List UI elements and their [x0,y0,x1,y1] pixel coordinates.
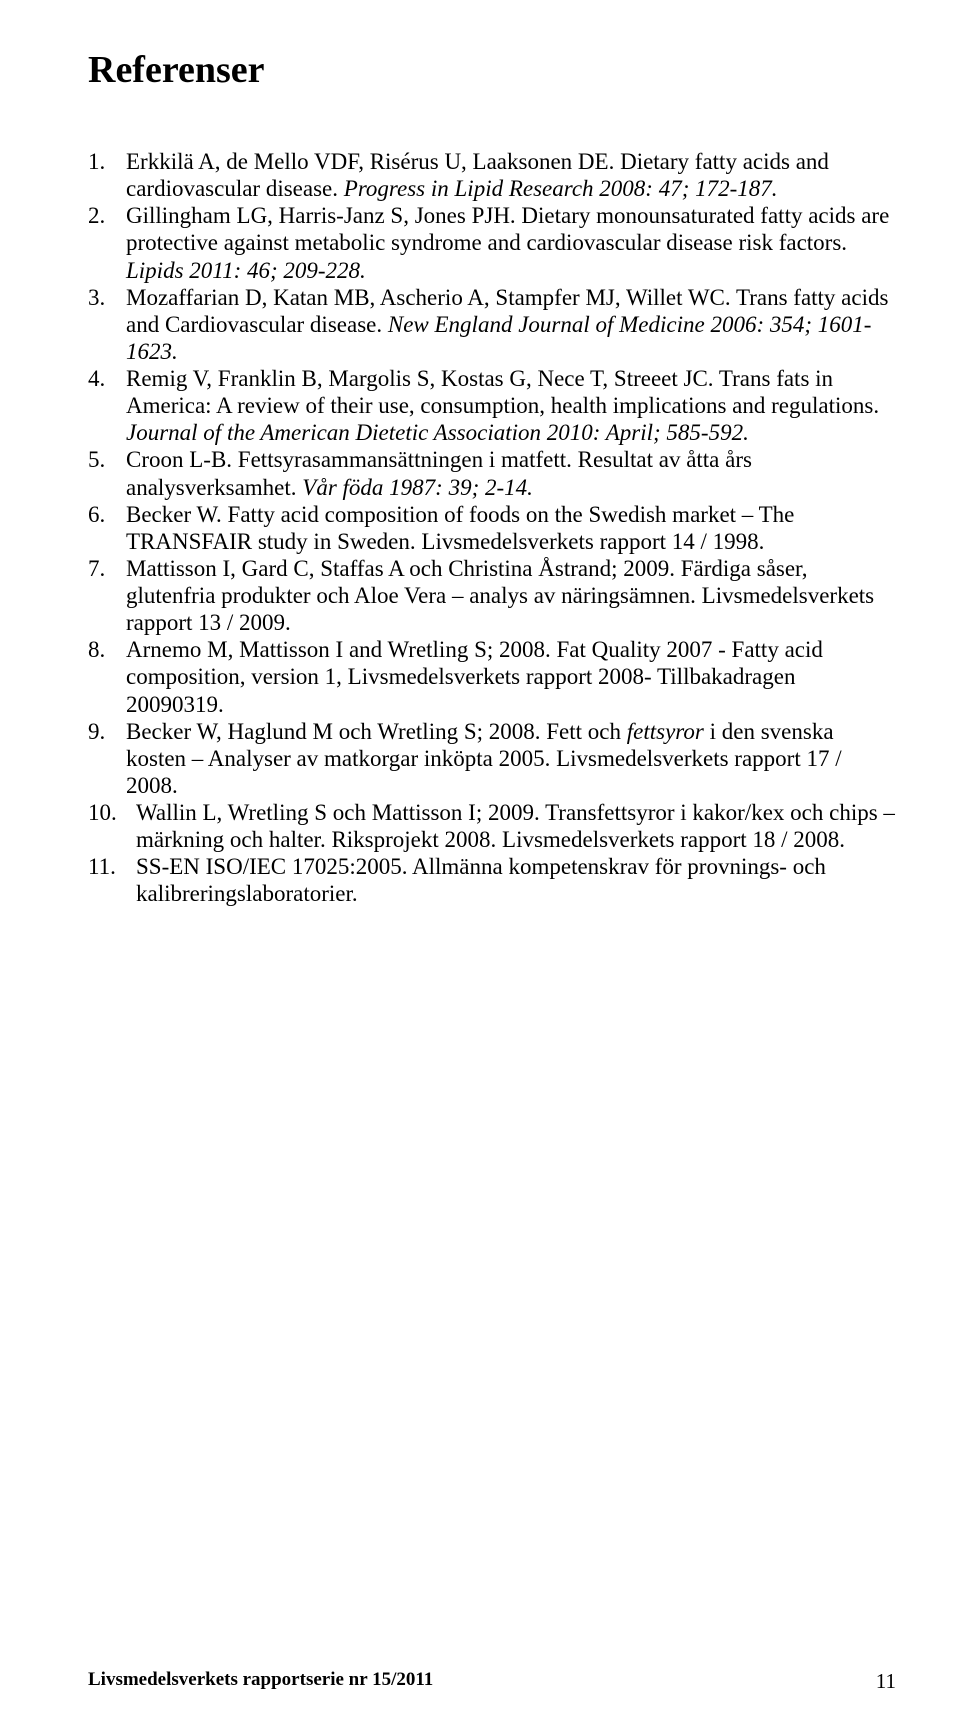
reference-number: 2. [88,202,126,283]
reference-text: Mattisson I, Gard C, Staffas A och Chris… [126,555,896,636]
reference-text: Croon L-B. Fettsyrasammansättningen i ma… [126,446,896,500]
page-number: 11 [876,1669,896,1694]
reference-text: Becker W. Fatty acid composition of food… [126,501,896,555]
reference-text: Mozaffarian D, Katan MB, Ascherio A, Sta… [126,284,896,365]
reference-text: Remig V, Franklin B, Margolis S, Kostas … [126,365,896,446]
reference-number: 3. [88,284,126,365]
reference-item: 3.Mozaffarian D, Katan MB, Ascherio A, S… [88,284,896,365]
reference-text: Arnemo M, Mattisson I and Wretling S; 20… [126,636,896,717]
reference-item: 2.Gillingham LG, Harris-Janz S, Jones PJ… [88,202,896,283]
reference-text: Becker W, Haglund M och Wretling S; 2008… [126,718,896,799]
reference-item: 9.Becker W, Haglund M och Wretling S; 20… [88,718,896,799]
reference-number: 9. [88,718,126,799]
reference-item: 8.Arnemo M, Mattisson I and Wretling S; … [88,636,896,717]
reference-item: 11.SS-EN ISO/IEC 17025:2005. Allmänna ko… [88,853,896,907]
reference-list: 1.Erkkilä A, de Mello VDF, Risérus U, La… [88,148,896,908]
reference-item: 6.Becker W. Fatty acid composition of fo… [88,501,896,555]
reference-number: 6. [88,501,126,555]
reference-item: 1.Erkkilä A, de Mello VDF, Risérus U, La… [88,148,896,202]
reference-number: 8. [88,636,126,717]
reference-item: 10.Wallin L, Wretling S och Mattisson I;… [88,799,896,853]
reference-text: Wallin L, Wretling S och Mattisson I; 20… [136,799,896,853]
reference-item: 7.Mattisson I, Gard C, Staffas A och Chr… [88,555,896,636]
page-footer: Livsmedelsverkets rapportserie nr 15/201… [88,1669,896,1694]
reference-number: 4. [88,365,126,446]
reference-number: 7. [88,555,126,636]
reference-text: Erkkilä A, de Mello VDF, Risérus U, Laak… [126,148,896,202]
reference-text: Gillingham LG, Harris-Janz S, Jones PJH.… [126,202,896,283]
reference-number: 10. [88,799,136,853]
reference-item: 5.Croon L-B. Fettsyrasammansättningen i … [88,446,896,500]
footer-series: Livsmedelsverkets rapportserie nr 15/201… [88,1669,433,1694]
reference-number: 1. [88,148,126,202]
page: Referenser 1.Erkkilä A, de Mello VDF, Ri… [0,0,960,1730]
reference-text: SS-EN ISO/IEC 17025:2005. Allmänna kompe… [136,853,896,907]
reference-item: 4.Remig V, Franklin B, Margolis S, Kosta… [88,365,896,446]
reference-number: 11. [88,853,136,907]
reference-number: 5. [88,446,126,500]
page-title: Referenser [88,48,896,92]
